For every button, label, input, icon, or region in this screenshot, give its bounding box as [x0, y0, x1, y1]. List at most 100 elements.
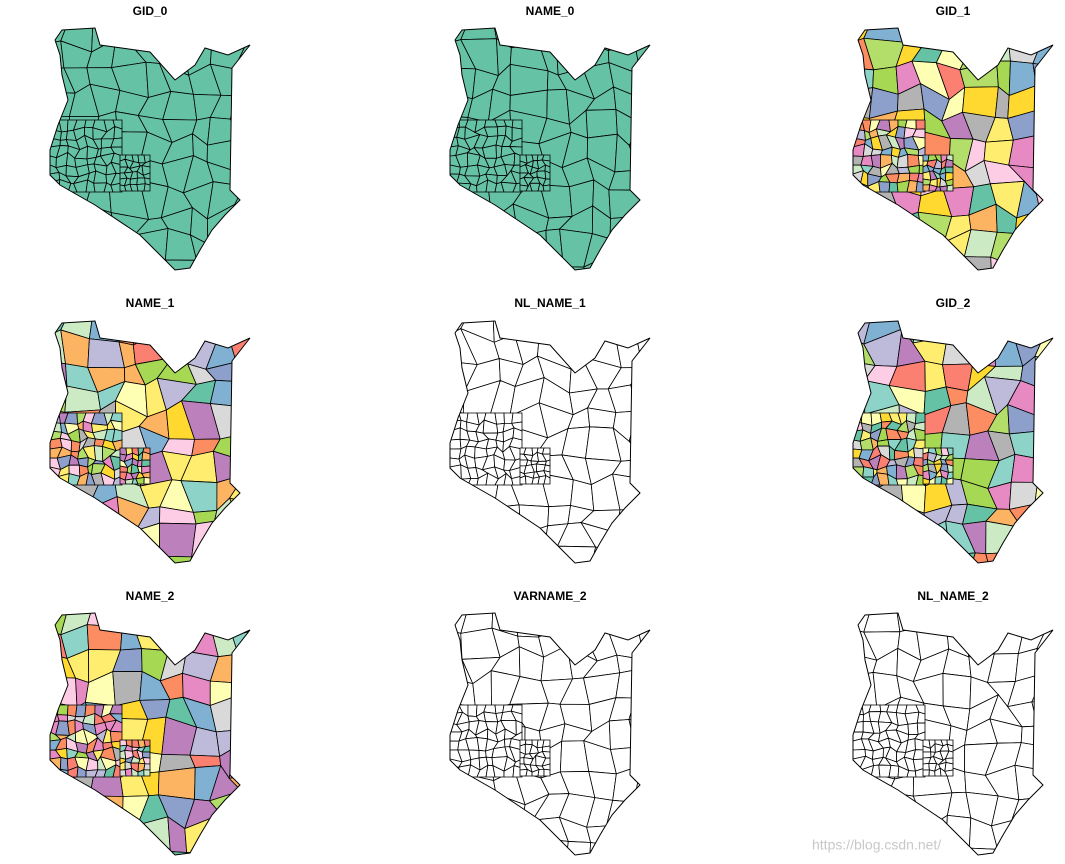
region: [168, 631, 187, 652]
region: [1009, 232, 1046, 265]
region: [922, 769, 930, 777]
region: [922, 184, 931, 192]
region: [1031, 700, 1053, 727]
region: [1007, 28, 1045, 39]
region: [853, 552, 878, 563]
region: [1014, 764, 1048, 801]
region: [556, 545, 597, 563]
region: [633, 28, 650, 45]
region: [904, 711, 920, 725]
panel-title: NL_NAME_1: [514, 296, 586, 310]
region: [636, 613, 650, 632]
region: [164, 259, 198, 270]
region: [959, 60, 999, 88]
region: [640, 91, 650, 124]
region: [230, 552, 250, 563]
region: [865, 231, 905, 269]
map-panel: [49, 320, 251, 564]
region: [143, 769, 151, 777]
region: [639, 456, 650, 482]
region: [241, 676, 250, 702]
region: [132, 28, 166, 49]
region: [1038, 745, 1053, 774]
region: [538, 837, 569, 855]
region: [853, 182, 869, 215]
region: [906, 770, 917, 778]
region: [50, 178, 61, 193]
region: [1036, 625, 1053, 654]
region: [242, 456, 250, 482]
region: [229, 91, 250, 120]
region: [585, 109, 618, 139]
region: [564, 841, 592, 855]
region: [231, 812, 250, 850]
regions: [853, 28, 1053, 270]
region: [66, 252, 94, 270]
region: [895, 478, 908, 486]
region: [229, 115, 250, 141]
region: [628, 719, 650, 750]
region: [638, 504, 650, 538]
map-panel: [449, 27, 651, 271]
map-panel: [449, 320, 651, 564]
region: [450, 228, 470, 261]
region: [853, 231, 878, 261]
region: [229, 336, 250, 363]
region: [560, 321, 598, 339]
panel-title: GID_1: [936, 4, 971, 18]
regions: [853, 613, 1053, 855]
region: [60, 508, 89, 530]
region: [450, 182, 460, 193]
map-panel: [49, 612, 251, 856]
region: [637, 813, 650, 846]
region: [138, 546, 166, 563]
region: [113, 125, 123, 140]
region: [239, 432, 250, 461]
region: [990, 256, 1017, 270]
region: [132, 328, 173, 365]
region: [1020, 520, 1047, 553]
region: [1032, 62, 1053, 93]
region: [186, 621, 219, 658]
region: [84, 252, 118, 270]
region: [868, 704, 882, 713]
region: [895, 262, 924, 270]
region: [50, 504, 62, 530]
regions: [50, 28, 250, 270]
region: [164, 851, 190, 855]
region: [1034, 503, 1053, 530]
region: [71, 812, 102, 851]
region: [68, 846, 102, 855]
region: [853, 501, 877, 538]
region: [1039, 844, 1053, 855]
region: [609, 215, 645, 243]
region: [985, 551, 1022, 563]
region: [492, 849, 518, 855]
region: [86, 624, 123, 651]
map-panel: [852, 27, 1054, 271]
region: [92, 545, 118, 563]
region: [907, 165, 920, 174]
region: [164, 321, 190, 344]
region: [853, 466, 865, 478]
region: [116, 841, 142, 855]
region: [943, 613, 969, 634]
region: [1034, 480, 1053, 506]
region: [922, 762, 930, 771]
region: [542, 745, 551, 753]
region: [636, 321, 650, 338]
region: [853, 767, 863, 778]
region: [588, 28, 614, 52]
region: [468, 558, 502, 563]
region: [115, 545, 142, 563]
region: [92, 841, 122, 855]
region: [606, 613, 639, 632]
region: [235, 138, 250, 172]
region: [492, 552, 518, 563]
region: [450, 184, 468, 213]
region: [212, 848, 238, 855]
region: [496, 125, 507, 137]
region: [185, 321, 220, 344]
region: [204, 549, 238, 563]
country-outline: [49, 27, 251, 271]
